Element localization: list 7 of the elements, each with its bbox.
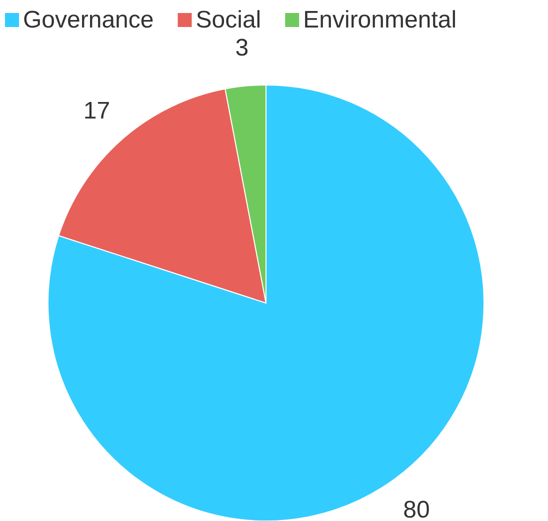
data-label: 3 [235,34,249,62]
legend-label: Social [196,6,262,34]
legend-label: Governance [23,6,154,34]
pie-slice [58,88,266,304]
legend-label: Environmental [303,6,457,34]
data-label: 80 [403,496,430,521]
data-label: 17 [83,97,110,124]
